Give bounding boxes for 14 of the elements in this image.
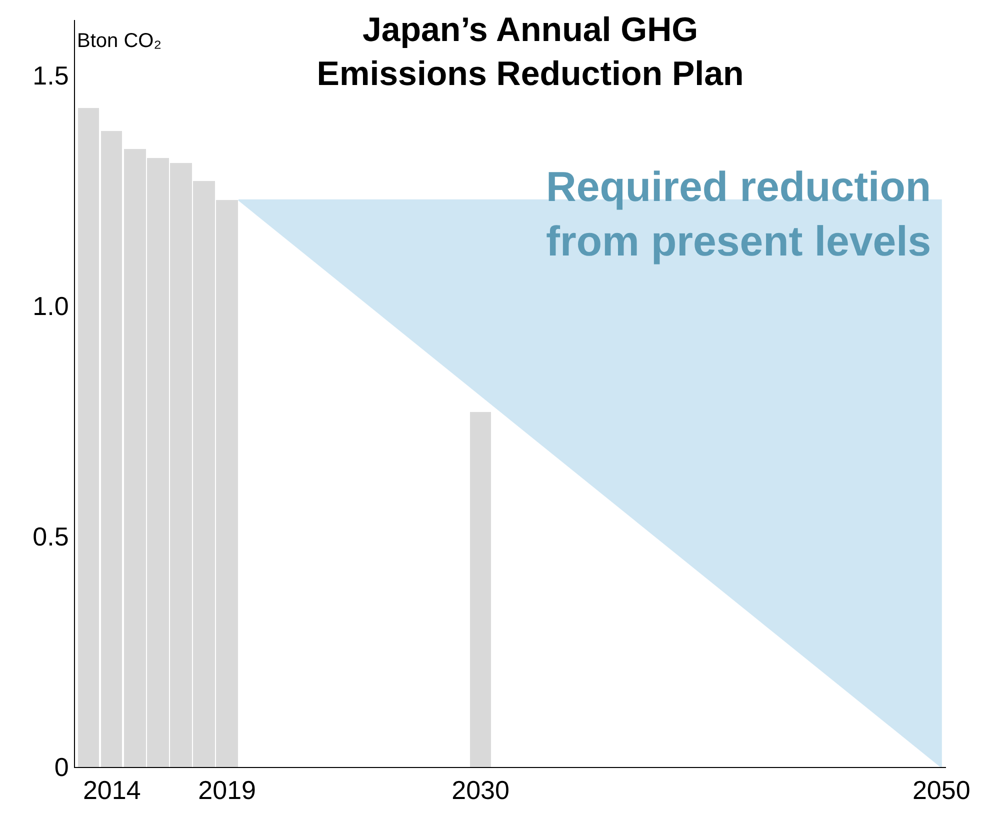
y-tick-label: 0 [54, 752, 69, 782]
x-tick-label: 2030 [452, 775, 510, 806]
bar [101, 131, 122, 767]
x-tick-label: 2014 [82, 775, 141, 806]
annotation: Required reduction from present levels [546, 163, 932, 265]
x-tick-label: 2050 [912, 775, 970, 806]
y-tick-label: 0.5 [32, 522, 69, 552]
bar [78, 108, 99, 767]
x-tick-label: 2019 [198, 775, 256, 806]
y-tick-label: 1.0 [32, 290, 69, 321]
bar [470, 412, 491, 767]
chart-title: Japan’s Annual GHG Emissions Reduction Plan [316, 10, 744, 94]
y-tick-label: 1.5 [32, 60, 69, 90]
y-axis-title: Bton CO₂ [77, 30, 162, 52]
